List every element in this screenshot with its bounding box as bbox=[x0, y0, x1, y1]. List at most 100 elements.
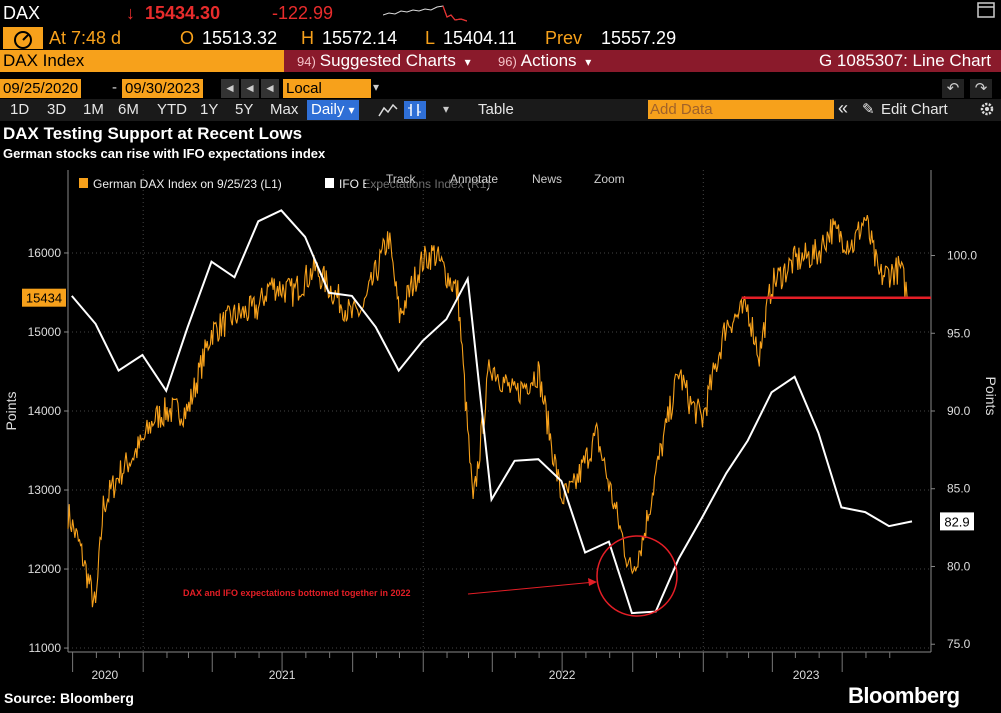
period-5y[interactable]: 5Y bbox=[235, 101, 254, 118]
last-value-right-box bbox=[940, 512, 974, 531]
last-value-left-text: 15434 bbox=[26, 291, 62, 306]
right-tick-label: 90.0 bbox=[947, 404, 971, 418]
period-bar: 1D 3D 1M 6M YTD 1Y 5Y Max Daily ▾ ▾ Tabl… bbox=[0, 98, 1001, 122]
legend: German DAX Index on 9/25/23 (L1)IFO Expe… bbox=[79, 170, 628, 191]
pencil-icon[interactable]: ✎ bbox=[862, 101, 875, 118]
calendar-back-icon[interactable]: ◄ bbox=[241, 79, 259, 98]
gauge-icon[interactable] bbox=[3, 27, 43, 54]
frequency-select[interactable]: Daily ▾ bbox=[307, 100, 359, 120]
collapse-icon[interactable]: « bbox=[838, 98, 849, 118]
chevron-down-icon[interactable]: ▾ bbox=[443, 102, 450, 116]
right-tick-label: 100.0 bbox=[947, 249, 977, 263]
time-label: At 7:48 d bbox=[49, 28, 122, 48]
right-tick-label: 85.0 bbox=[947, 482, 971, 496]
chart-id: G 1085307: Line Chart bbox=[818, 51, 991, 70]
chart-tool-label: Annotate bbox=[450, 172, 498, 186]
period-6m[interactable]: 6M bbox=[118, 101, 139, 118]
gear-icon[interactable] bbox=[979, 101, 995, 121]
legend-swatch-dax bbox=[79, 178, 88, 188]
quote-line: DAX ↓ 15434.30 -122.99 bbox=[0, 0, 1001, 26]
period-3d[interactable]: 3D bbox=[47, 101, 67, 118]
x-tick-label: 2020 bbox=[91, 668, 118, 682]
left-tick-label: 11000 bbox=[29, 641, 62, 655]
actions-menu[interactable]: 96) Actions ▾ bbox=[498, 50, 591, 72]
stats-line: At 7:48 d O 15513.32 H 15572.14 L 15404.… bbox=[0, 26, 1001, 50]
left-tick-label: 13000 bbox=[28, 483, 62, 497]
dax-series-line bbox=[67, 214, 909, 608]
last-value-right-badge: 82.9 bbox=[940, 512, 974, 531]
x-tick-label: 2022 bbox=[549, 668, 576, 682]
right-axis-title: Points bbox=[983, 377, 999, 416]
annotation-arrow bbox=[467, 581, 596, 595]
annotation-arrow-head bbox=[588, 578, 597, 586]
chart-subtitle: German stocks can rise with IFO expectat… bbox=[3, 146, 326, 161]
right-tick-label: 75.0 bbox=[947, 637, 971, 651]
line-chart-icon[interactable] bbox=[378, 102, 398, 122]
prev-value: 15557.29 bbox=[601, 28, 677, 48]
prev-label: Prev bbox=[545, 28, 583, 48]
axes: 11000 12000 13000 14000 15000 16000 75.0 80.0 85… bbox=[3, 170, 999, 682]
legend-label-dax: German DAX Index on 9/25/23 (L1) bbox=[93, 177, 282, 191]
redo-icon[interactable]: ↷ bbox=[970, 79, 992, 98]
bar-chart-icon[interactable] bbox=[404, 101, 426, 119]
left-tick-label: 16000 bbox=[28, 246, 62, 260]
annotation-text: DAX and IFO expectations bottomed togeth… bbox=[183, 588, 411, 598]
overlay-layer: 15434 82.9 DAX and IFO expectations bottom… bbox=[22, 288, 974, 617]
chart-tool-zoom[interactable]: Zoom bbox=[594, 172, 625, 186]
bloomberg-logo: Bloomberg bbox=[848, 683, 960, 709]
period-1y[interactable]: 1Y bbox=[200, 101, 219, 118]
chart-tool-annotate[interactable]: Annotate bbox=[450, 172, 498, 186]
chevron-down-icon: ▾ bbox=[464, 55, 471, 69]
x-tick-label: 2021 bbox=[269, 668, 296, 682]
open-label: O bbox=[180, 28, 195, 48]
actions-label: Actions bbox=[520, 51, 577, 70]
end-date-input[interactable]: 09/30/2023 bbox=[122, 79, 204, 98]
frequency-label: Daily bbox=[311, 101, 345, 118]
ifo-series-line bbox=[71, 209, 913, 615]
chart-tool-label: Track bbox=[386, 172, 417, 186]
chart-tool-track[interactable]: Track bbox=[386, 172, 417, 186]
sparkline-icon bbox=[383, 5, 467, 22]
series-layer bbox=[67, 209, 913, 615]
window-menu-icon[interactable] bbox=[976, 0, 998, 25]
suggested-charts-label: Suggested Charts bbox=[319, 51, 456, 70]
suggested-charts-number: 94) bbox=[297, 54, 316, 69]
period-ytd[interactable]: YTD bbox=[157, 101, 187, 118]
net-change: -122.99 bbox=[272, 3, 334, 23]
left-tick-label: 15000 bbox=[28, 325, 62, 339]
chart-title: DAX Testing Support at Recent Lows bbox=[3, 124, 303, 143]
security-field[interactable]: DAX Index bbox=[0, 50, 284, 72]
chart-tool-label: Zoom bbox=[594, 172, 625, 186]
date-separator: - bbox=[112, 79, 117, 96]
undo-icon[interactable]: ↶ bbox=[942, 79, 964, 98]
x-tick-label: 2023 bbox=[793, 668, 820, 682]
security-bar: DAX Index 94) Suggested Charts ▾ 96) Actio… bbox=[0, 50, 1001, 72]
period-max[interactable]: Max bbox=[270, 101, 299, 118]
suggested-charts-menu[interactable]: 94) Suggested Charts ▾ bbox=[297, 50, 471, 72]
calendar-back-icon[interactable]: ◄ bbox=[261, 79, 279, 98]
high-value: 15572.14 bbox=[322, 28, 398, 48]
chevron-down-icon: ▾ bbox=[348, 103, 355, 117]
edit-chart-button[interactable]: Edit Chart bbox=[881, 101, 948, 118]
right-tick-label: 80.0 bbox=[947, 559, 971, 573]
add-data-input[interactable]: Add Data bbox=[648, 100, 834, 119]
last-value-left-box bbox=[22, 288, 66, 307]
chart-tool-news[interactable]: News bbox=[532, 172, 562, 186]
chart-tools-background bbox=[366, 170, 628, 188]
chevron-down-icon[interactable]: ▾ bbox=[373, 80, 380, 94]
ticker: DAX bbox=[3, 3, 41, 23]
chart-background bbox=[0, 163, 1001, 713]
actions-number: 96) bbox=[498, 54, 517, 69]
period-1d[interactable]: 1D bbox=[10, 101, 30, 118]
period-1m[interactable]: 1M bbox=[83, 101, 104, 118]
chart-tool-label: News bbox=[532, 172, 562, 186]
date-range-bar: 09/25/2020 - 09/30/2023 ◄ ◄ ◄ Local CCY … bbox=[0, 79, 1001, 116]
start-date-input[interactable]: 09/25/2020 bbox=[0, 79, 82, 98]
last-value-left-badge: 15434 bbox=[22, 288, 66, 307]
table-button[interactable]: Table bbox=[478, 101, 514, 118]
low-value: 15404.11 bbox=[443, 28, 517, 48]
chart-tools-bar: Track Annotate News Zoom bbox=[366, 170, 628, 188]
left-tick-label: 12000 bbox=[28, 562, 62, 576]
calendar-back-icon[interactable]: ◄ bbox=[221, 79, 239, 98]
